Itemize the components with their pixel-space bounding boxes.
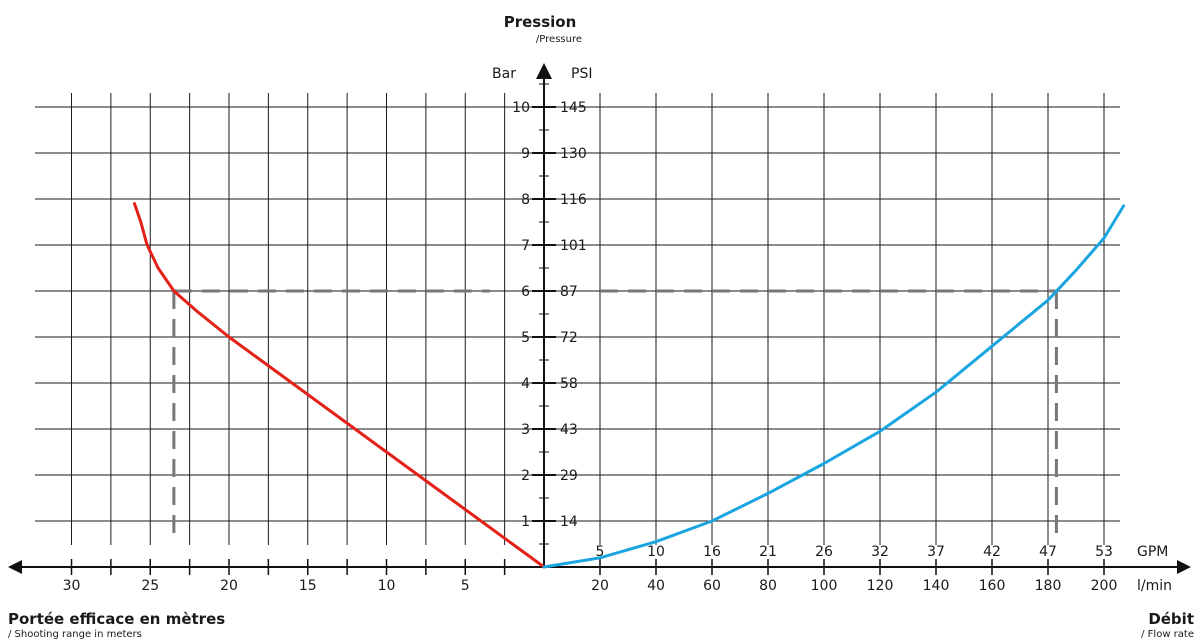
- y-tick-label-bar: 8: [521, 192, 530, 208]
- chart-title: Pression: [504, 13, 577, 31]
- x-tick-label-gpm: 16: [703, 544, 721, 560]
- chart-subtitle: /Pressure: [536, 34, 582, 45]
- y-tick-label-bar: 7: [521, 238, 530, 254]
- x-tick-label-range: 15: [299, 578, 317, 594]
- x-tick-label-range: 20: [220, 578, 238, 594]
- y-tick-label-psi: 29: [560, 468, 578, 484]
- reference-lines: [172, 289, 1058, 540]
- y-tick-label-psi: 87: [560, 284, 578, 300]
- y-tick-label-bar: 6: [521, 284, 530, 300]
- y-tick-label-bar: 1: [521, 514, 530, 530]
- y-tick-label-psi: 101: [560, 238, 587, 254]
- x-tick-label-lmin: 40: [647, 578, 665, 594]
- x-tick-label-lmin: 80: [759, 578, 777, 594]
- x-tick-label-gpm: 32: [871, 544, 889, 560]
- x-tick-label-gpm: 53: [1095, 544, 1113, 560]
- x-tick-label-lmin: 160: [979, 578, 1006, 594]
- x-tick-label-gpm: 5: [596, 544, 605, 560]
- x-axis-right-arrow-icon: [1177, 560, 1191, 574]
- range-curve: [133, 202, 546, 569]
- x-tick-label-gpm: 21: [759, 544, 777, 560]
- y-axis-up-arrow-icon: [536, 63, 552, 79]
- y-tick-label-psi: 145: [560, 100, 587, 116]
- x-axis-left-arrow-icon: [8, 560, 22, 574]
- y-tick-label-psi: 130: [560, 146, 587, 162]
- y-tick-label-bar: 2: [521, 468, 530, 484]
- right-title: Débit: [1148, 610, 1194, 628]
- y-tick-label-psi: 43: [560, 422, 578, 438]
- y-unit-psi: PSI: [571, 66, 592, 82]
- y-tick-label-bar: 3: [521, 422, 530, 438]
- x-unit-gpm: GPM: [1137, 544, 1168, 560]
- flow-curve: [542, 204, 1126, 569]
- x-tick-label-lmin: 180: [1035, 578, 1062, 594]
- x-tick-label-gpm: 47: [1039, 544, 1057, 560]
- x-tick-label-range: 30: [63, 578, 81, 594]
- x-tick-label-range: 5: [461, 578, 470, 594]
- y-tick-label-psi: 58: [560, 376, 578, 392]
- x-tick-label-lmin: 60: [703, 578, 721, 594]
- x-tick-label-lmin: 200: [1091, 578, 1118, 594]
- x-tick-label-gpm: 42: [983, 544, 1001, 560]
- x-tick-label-range: 25: [141, 578, 159, 594]
- ticks: 1 14 2 29 3 43 4 58 5 72 6 87 7 101 8 116 9 130 10 145 30 25 2…: [63, 83, 1118, 594]
- y-tick-label-bar: 4: [521, 376, 530, 392]
- y-tick-label-psi: 72: [560, 330, 578, 346]
- x-tick-label-lmin: 100: [811, 578, 838, 594]
- left-title: Portée efficace en mètres: [8, 610, 225, 628]
- right-subtitle: / Flow rate: [1141, 629, 1194, 640]
- x-unit-lmin: l/min: [1137, 578, 1172, 594]
- left-subtitle: / Shooting range in meters: [8, 629, 142, 640]
- y-tick-label-bar: 9: [521, 146, 530, 162]
- y-unit-bar: Bar: [492, 66, 516, 82]
- y-tick-label-psi: 116: [560, 192, 587, 208]
- curves: [133, 202, 1126, 569]
- y-tick-label-bar: 5: [521, 330, 530, 346]
- x-tick-label-gpm: 26: [815, 544, 833, 560]
- x-tick-label-lmin: 140: [923, 578, 950, 594]
- y-tick-label-bar: 10: [512, 100, 530, 116]
- x-tick-label-lmin: 120: [867, 578, 894, 594]
- x-tick-label-lmin: 20: [591, 578, 609, 594]
- axes: [8, 63, 1191, 574]
- x-tick-label-range: 10: [378, 578, 396, 594]
- x-tick-label-gpm: 37: [927, 544, 945, 560]
- y-tick-label-psi: 14: [560, 514, 578, 530]
- x-tick-label-gpm: 10: [647, 544, 665, 560]
